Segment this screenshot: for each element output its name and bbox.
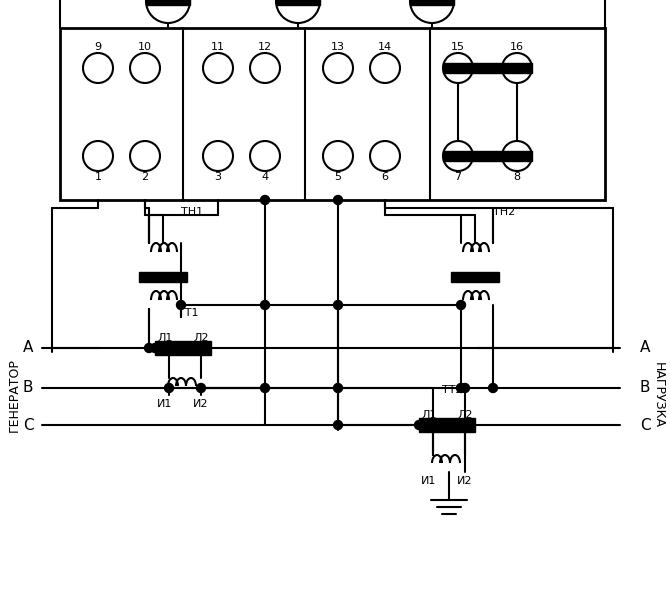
- Circle shape: [334, 301, 342, 310]
- Bar: [155, 341, 211, 355]
- Circle shape: [261, 301, 269, 310]
- Circle shape: [488, 383, 498, 392]
- Text: 3: 3: [214, 172, 222, 182]
- Text: И1: И1: [421, 476, 437, 486]
- Circle shape: [83, 53, 113, 83]
- Text: 6: 6: [381, 172, 389, 182]
- Circle shape: [443, 53, 473, 83]
- Text: И2: И2: [457, 476, 473, 486]
- Text: 9: 9: [94, 42, 102, 52]
- Circle shape: [146, 0, 190, 23]
- Text: Л1: Л1: [157, 333, 173, 343]
- Circle shape: [196, 383, 206, 392]
- Circle shape: [165, 383, 174, 392]
- Text: И2: И2: [193, 399, 209, 409]
- Text: 1: 1: [94, 172, 101, 182]
- Circle shape: [502, 141, 532, 171]
- Circle shape: [203, 141, 233, 171]
- Circle shape: [460, 383, 470, 392]
- Text: И1: И1: [157, 399, 173, 409]
- Circle shape: [176, 301, 186, 310]
- Text: 13: 13: [331, 42, 345, 52]
- Circle shape: [250, 53, 280, 83]
- Bar: [139, 272, 187, 282]
- Text: A: A: [23, 340, 34, 355]
- Text: 8: 8: [513, 172, 521, 182]
- Circle shape: [250, 141, 280, 171]
- Circle shape: [370, 53, 400, 83]
- Text: 10: 10: [138, 42, 152, 52]
- Circle shape: [429, 420, 438, 429]
- Text: 7: 7: [454, 172, 462, 182]
- Text: НАГРУЗКА: НАГРУЗКА: [651, 362, 665, 428]
- Circle shape: [151, 343, 159, 352]
- Circle shape: [502, 53, 532, 83]
- Text: 4: 4: [261, 172, 269, 182]
- Text: Л2: Л2: [457, 410, 473, 420]
- Text: В: В: [640, 380, 651, 395]
- Bar: [443, 63, 532, 73]
- Text: A: A: [640, 340, 650, 355]
- Bar: [410, 0, 454, 5]
- Text: В: В: [23, 380, 34, 395]
- Circle shape: [443, 141, 473, 171]
- Circle shape: [261, 195, 269, 204]
- Circle shape: [410, 0, 454, 23]
- Bar: [451, 272, 499, 282]
- Text: 11: 11: [211, 42, 225, 52]
- Circle shape: [334, 420, 342, 429]
- Text: Л2: Л2: [193, 333, 209, 343]
- Circle shape: [145, 343, 153, 352]
- Bar: [60, 28, 605, 200]
- Text: 5: 5: [334, 172, 342, 182]
- Circle shape: [83, 141, 113, 171]
- Text: С: С: [640, 418, 651, 432]
- Text: С: С: [23, 418, 34, 432]
- Text: Л1: Л1: [421, 410, 437, 420]
- Circle shape: [261, 383, 269, 392]
- Text: 15: 15: [451, 42, 465, 52]
- Text: ТТ1: ТТ1: [178, 308, 198, 318]
- Bar: [443, 151, 532, 161]
- Text: ТН1: ТН1: [181, 207, 203, 217]
- Circle shape: [334, 195, 342, 204]
- Circle shape: [456, 301, 466, 310]
- Circle shape: [334, 383, 342, 392]
- Text: ГЕНЕРАТОР: ГЕНЕРАТОР: [7, 358, 21, 432]
- Bar: [419, 418, 475, 432]
- Circle shape: [370, 141, 400, 171]
- Text: 16: 16: [510, 42, 524, 52]
- Circle shape: [130, 53, 160, 83]
- Circle shape: [456, 383, 466, 392]
- Text: ТТ2: ТТ2: [442, 385, 462, 395]
- Text: 14: 14: [378, 42, 392, 52]
- Bar: [146, 0, 190, 5]
- Circle shape: [323, 141, 353, 171]
- Circle shape: [276, 0, 320, 23]
- Circle shape: [323, 53, 353, 83]
- Text: ТН2: ТН2: [493, 207, 515, 217]
- Circle shape: [130, 141, 160, 171]
- Text: 12: 12: [258, 42, 272, 52]
- Text: 2: 2: [141, 172, 149, 182]
- Circle shape: [415, 420, 423, 429]
- Circle shape: [203, 53, 233, 83]
- Bar: [276, 0, 320, 5]
